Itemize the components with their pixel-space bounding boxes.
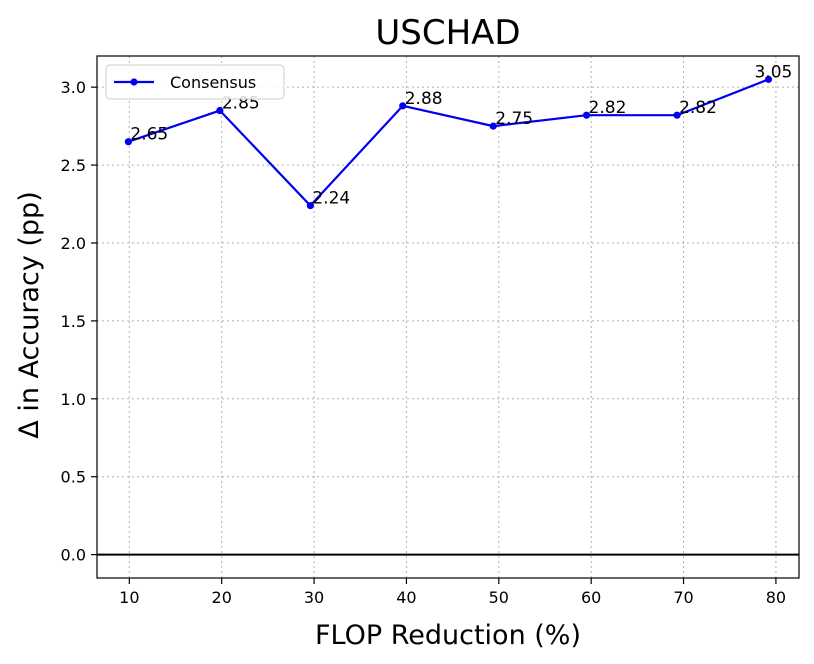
data-point	[399, 102, 407, 110]
y-tick-label: 0.0	[61, 546, 86, 565]
data-label: 2.24	[312, 189, 350, 209]
x-axis-label: FLOP Reduction (%)	[315, 620, 581, 651]
x-tick-label: 80	[766, 588, 786, 607]
y-tick-label: 1.5	[61, 312, 86, 331]
y-axis-label: Δ in Accuracy (pp)	[14, 191, 45, 438]
axis-ticks: 10 20 30 40 50 60 70 80 0.0 0.5 1.0 1.5 2.0 2.5 3.0	[61, 78, 787, 607]
y-tick-label: 1.0	[61, 390, 86, 409]
data-label: 2.88	[405, 89, 443, 109]
y-tick-label: 0.5	[61, 468, 86, 487]
y-tick-label: 3.0	[61, 78, 86, 97]
x-tick-label: 10	[119, 588, 139, 607]
data-label: 3.05	[755, 62, 793, 82]
data-point	[582, 111, 591, 119]
series-layer	[124, 75, 773, 210]
legend-label: Consensus	[170, 73, 256, 92]
data-point	[216, 106, 224, 115]
series-line	[128, 78, 769, 207]
data-point	[124, 138, 133, 146]
data-point	[673, 111, 681, 119]
x-tick-label: 50	[489, 588, 509, 607]
data-label: 2.82	[679, 98, 717, 118]
data-point	[489, 122, 497, 130]
data-label: 2.82	[589, 98, 627, 118]
legend-box	[105, 64, 285, 100]
legend-marker	[130, 78, 138, 86]
x-tick-label: 20	[212, 588, 232, 607]
data-point	[306, 201, 314, 210]
data-label: 2.65	[130, 125, 168, 145]
x-tick-label: 70	[673, 588, 693, 607]
x-tick-label: 30	[304, 588, 324, 607]
data-point	[764, 75, 773, 83]
x-tick-label: 60	[581, 588, 601, 607]
plot-frame	[96, 55, 800, 579]
data-label: 2.75	[495, 109, 533, 129]
x-tick-label: 40	[396, 588, 416, 607]
y-tick-label: 2.5	[61, 156, 86, 175]
chart-title: USCHAD	[375, 13, 520, 53]
grid	[97, 56, 799, 578]
y-tick-label: 2.0	[61, 234, 86, 253]
legend: Consensus	[105, 64, 285, 100]
